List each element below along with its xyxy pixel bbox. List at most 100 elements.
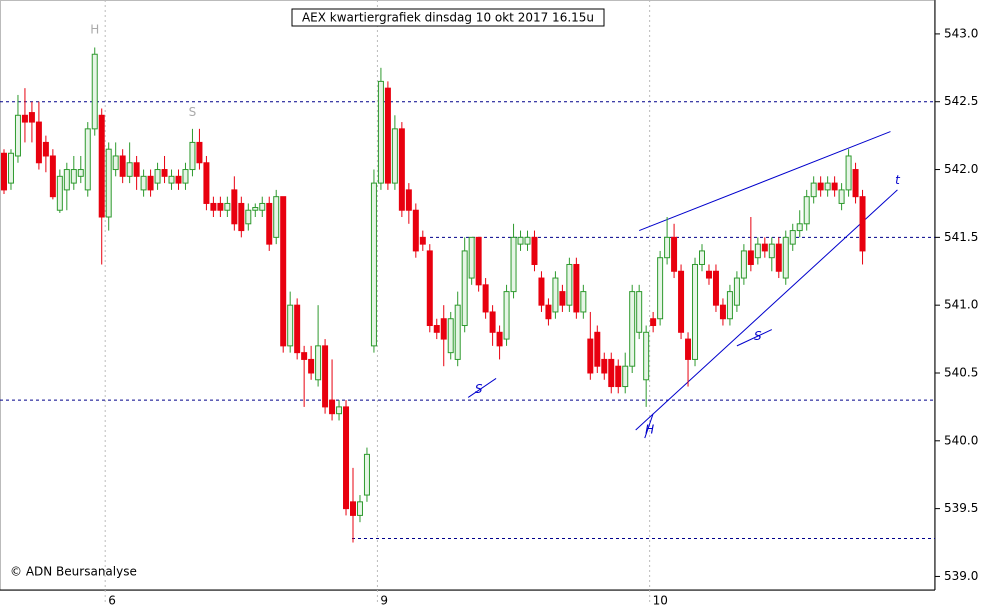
candle-body [294,304,301,354]
candle-body [489,311,496,333]
candle-body [412,209,419,252]
candle-body [643,331,650,381]
candle-body [377,80,384,184]
candle-body [719,304,726,320]
candle-body [629,291,636,367]
candle-body [175,175,182,184]
candle-body [468,236,475,279]
candle-body [559,291,566,306]
candle-body [119,155,126,177]
candle-body [678,270,685,333]
candle-body [370,182,377,347]
candle-body [189,141,196,171]
candle-body [35,121,42,164]
candle-body [336,406,343,415]
candle-body [768,243,775,259]
candle-body [77,169,84,177]
candle-body [817,182,824,191]
candle-body [391,128,398,184]
candle-body [196,141,203,164]
candle-body [824,182,831,191]
candle-body [608,358,615,388]
candle-body [238,202,245,232]
x-tick-label: 9 [380,594,388,608]
y-tick-label: 542.5 [944,94,978,108]
candle-body [329,399,336,415]
candle-body [538,277,545,306]
candle-body [671,236,678,272]
candle-body [775,243,782,272]
candle-body [705,270,712,279]
candle-body [545,304,552,320]
candle-body [1,152,7,191]
candle-body [622,365,629,388]
trend-line [736,329,773,347]
candle-body [42,141,49,157]
candle-body [531,236,538,265]
candle-body [363,453,370,496]
candle-body [754,243,761,259]
candle-body [280,196,287,347]
candle-body [91,53,98,130]
y-tick-label: 542.0 [944,162,978,176]
candle-body [147,175,154,191]
candle-body [594,331,601,367]
candle-body [503,291,510,340]
title-box [291,8,605,27]
candle-body [636,291,643,333]
y-tick-label: 540.5 [944,365,978,379]
candle-body [454,304,461,360]
candle-body [664,236,671,259]
y-tick-label: 539.0 [944,569,978,583]
candle-body [287,304,294,347]
candle-body [580,291,587,313]
candle-body [461,250,468,327]
candle-body [426,250,433,327]
y-tick-label: 540.0 [944,433,978,447]
candle-body [21,114,28,123]
candle-body [203,162,210,204]
candle-body [524,236,531,245]
candle-body [761,243,768,252]
candle-body [384,87,391,184]
candle-body [573,263,580,313]
candle-body [510,236,517,293]
candle-body [657,257,664,320]
candle-body [566,263,573,306]
candle-body [859,196,866,252]
candle-body [273,196,280,238]
candle-body [98,114,105,218]
candle-body [168,175,175,184]
candle-body [447,318,454,354]
candle-body [356,501,363,516]
annotation: H [645,422,654,436]
candle-body [699,250,705,265]
annotation: S [189,105,197,119]
candle-body [350,501,356,516]
y-tick-label: 541.0 [944,298,978,312]
candle-body [308,358,315,374]
trend-line [467,378,497,398]
candle-body [685,338,692,360]
candle-body [517,236,524,245]
trend-line [644,413,654,439]
candle-body [831,182,838,191]
annotation: S [475,382,483,396]
candle-body [838,189,845,204]
candle-body [252,207,259,211]
candle-body [733,277,740,306]
candle-body [70,169,77,184]
candle-body [14,114,21,157]
candle-body [133,162,140,177]
candle-body [112,155,119,171]
candle-body [789,230,796,245]
candle-body [440,318,447,340]
candle-body [182,169,189,184]
candle-body [587,338,594,374]
annotation: t [895,173,901,187]
candle-body [615,365,622,388]
candle-body [266,202,273,245]
candle-body [84,128,91,191]
candle-body [154,169,161,184]
